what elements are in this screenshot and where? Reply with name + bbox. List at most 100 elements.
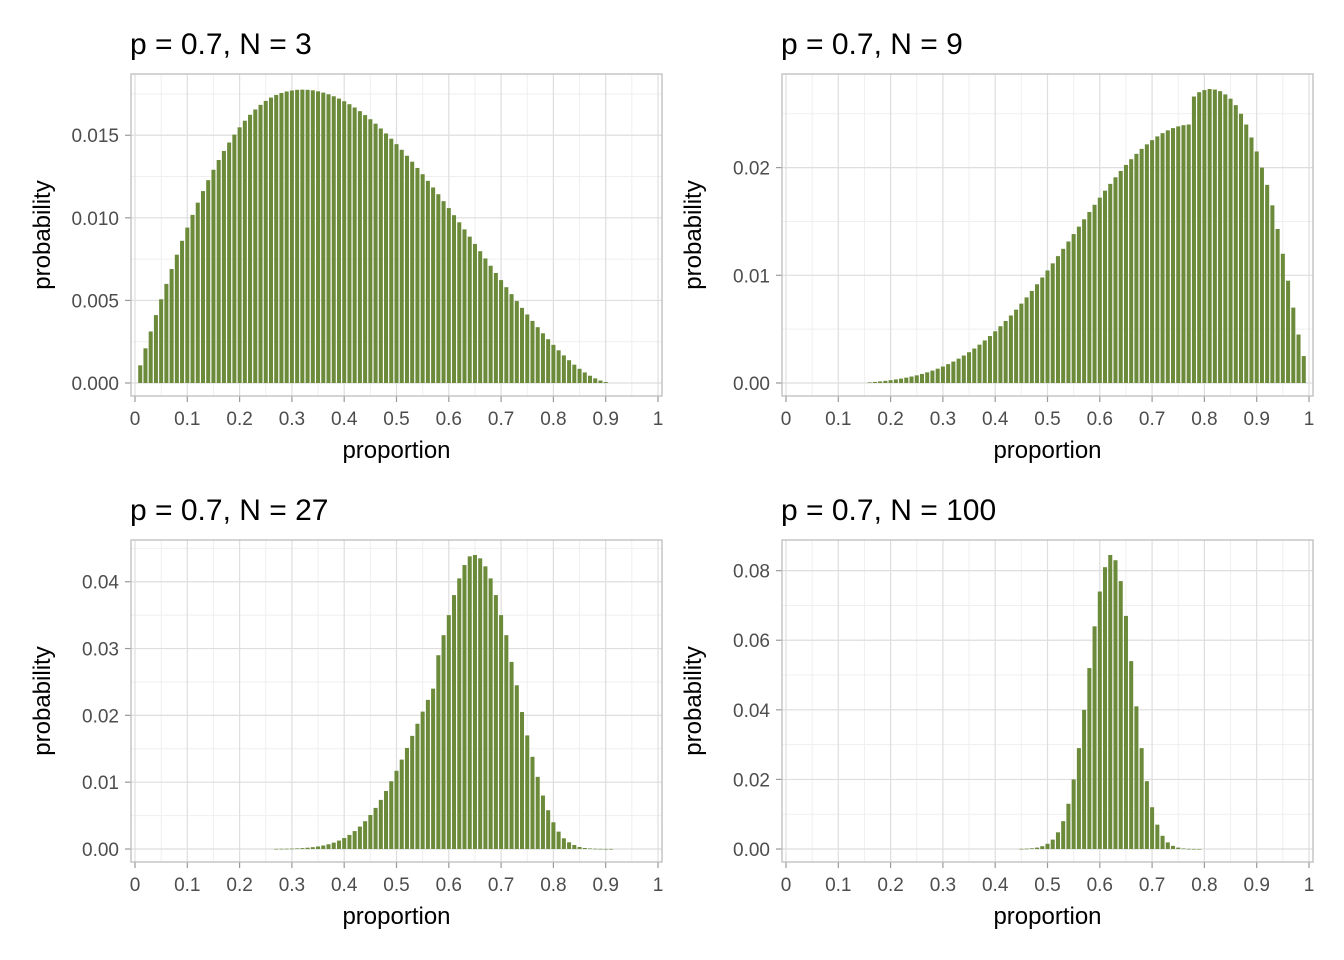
x-tick-label: 0.1 xyxy=(174,409,200,430)
bar xyxy=(535,776,540,849)
bar xyxy=(1092,626,1097,849)
bar xyxy=(514,301,519,383)
bar xyxy=(331,842,336,849)
x-tick-label: 0.3 xyxy=(930,409,956,430)
bar xyxy=(1301,356,1306,383)
x-tick-label: 1 xyxy=(653,409,664,430)
bar xyxy=(404,747,409,849)
bar xyxy=(572,844,577,849)
bar xyxy=(326,844,331,849)
bar xyxy=(1265,184,1270,383)
x-tick-label: 0.5 xyxy=(383,875,409,896)
y-tick-label: 0.02 xyxy=(733,159,770,180)
bar xyxy=(436,194,441,383)
bar xyxy=(336,840,341,849)
bar xyxy=(1103,190,1108,383)
bar xyxy=(499,280,504,383)
bar xyxy=(603,848,608,850)
bar xyxy=(1228,98,1233,383)
bar xyxy=(1186,124,1191,384)
bar xyxy=(268,97,273,384)
panel-border xyxy=(130,73,663,397)
bar xyxy=(956,358,961,383)
bar xyxy=(253,109,258,383)
panel-title: p = 0.7, N = 9 xyxy=(781,28,963,61)
bar xyxy=(1123,615,1128,849)
x-axis-title: proportion xyxy=(993,903,1101,930)
bar xyxy=(1280,253,1285,383)
bar xyxy=(1097,591,1102,849)
bar xyxy=(227,142,232,383)
bar xyxy=(1040,846,1045,849)
bar xyxy=(1207,89,1212,383)
bar xyxy=(399,149,404,383)
bar xyxy=(420,174,425,383)
bar xyxy=(540,795,545,849)
x-tick-label: 0.4 xyxy=(982,409,1009,430)
bar xyxy=(436,655,441,849)
y-tick-label: 0.00 xyxy=(82,840,119,861)
bar xyxy=(556,350,561,383)
bar xyxy=(1087,668,1092,849)
bar xyxy=(1129,159,1134,383)
bar xyxy=(1029,848,1034,849)
y-axis-title: probability xyxy=(680,180,707,289)
bar xyxy=(904,377,909,383)
bar xyxy=(1171,845,1176,849)
bar xyxy=(232,134,237,383)
bar xyxy=(546,810,551,849)
bar xyxy=(1181,848,1186,850)
bar xyxy=(389,138,394,383)
panel-title: p = 0.7, N = 27 xyxy=(130,494,328,527)
x-tick-label: 0.4 xyxy=(331,409,358,430)
bar xyxy=(1202,90,1207,384)
bar xyxy=(878,381,883,383)
bar xyxy=(347,104,352,384)
bar xyxy=(893,379,898,383)
bar xyxy=(472,555,477,849)
bar xyxy=(872,381,877,383)
panel-border xyxy=(781,73,1314,397)
bar xyxy=(1029,290,1034,383)
bar xyxy=(582,372,587,383)
bar xyxy=(1238,113,1244,384)
panel-border xyxy=(130,539,663,863)
bar xyxy=(1160,835,1165,849)
bar xyxy=(446,615,451,849)
bar xyxy=(478,558,483,849)
bar xyxy=(1045,270,1050,383)
bar xyxy=(373,807,378,849)
bar xyxy=(1008,315,1013,383)
bar xyxy=(488,578,493,849)
bar xyxy=(598,380,603,383)
x-tick-label: 0.8 xyxy=(1191,409,1217,430)
bar xyxy=(561,838,566,849)
bar xyxy=(295,89,300,384)
bar xyxy=(237,127,242,384)
x-tick-label: 0.8 xyxy=(540,875,566,896)
bar xyxy=(441,635,446,849)
bar xyxy=(467,236,472,383)
y-tick-label: 0.000 xyxy=(71,374,119,395)
bar xyxy=(1186,848,1191,850)
y-tick-label: 0.01 xyxy=(82,773,119,794)
bar xyxy=(520,712,525,849)
bar xyxy=(357,826,362,849)
bar xyxy=(1045,843,1050,849)
y-tick-label: 0.02 xyxy=(733,770,770,791)
y-axis-title: probability xyxy=(29,180,56,289)
bar xyxy=(300,848,305,849)
bar xyxy=(1050,839,1055,849)
bar xyxy=(977,344,982,383)
bar xyxy=(1176,126,1181,383)
bar xyxy=(316,91,321,383)
x-tick-label: 0.8 xyxy=(1191,875,1217,896)
bar xyxy=(1061,248,1066,383)
y-tick-label: 0.01 xyxy=(733,266,770,287)
bar xyxy=(1233,105,1238,384)
x-tick-label: 0.3 xyxy=(930,875,956,896)
x-tick-label: 0.1 xyxy=(825,875,851,896)
bar xyxy=(1055,256,1060,383)
bar xyxy=(331,96,336,383)
